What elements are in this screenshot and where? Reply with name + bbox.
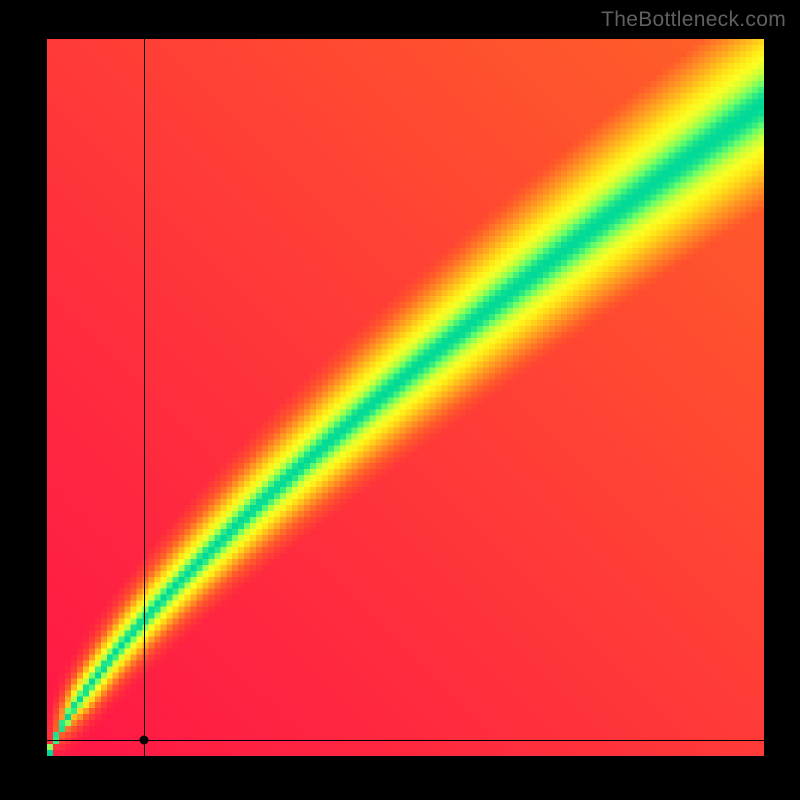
crosshair-point: [139, 736, 148, 745]
crosshair-vertical-line: [144, 39, 145, 756]
watermark-text: TheBottleneck.com: [601, 8, 786, 32]
heatmap-canvas: [47, 39, 764, 756]
crosshair-horizontal-line: [47, 740, 764, 741]
heatmap-plot: [47, 39, 764, 756]
